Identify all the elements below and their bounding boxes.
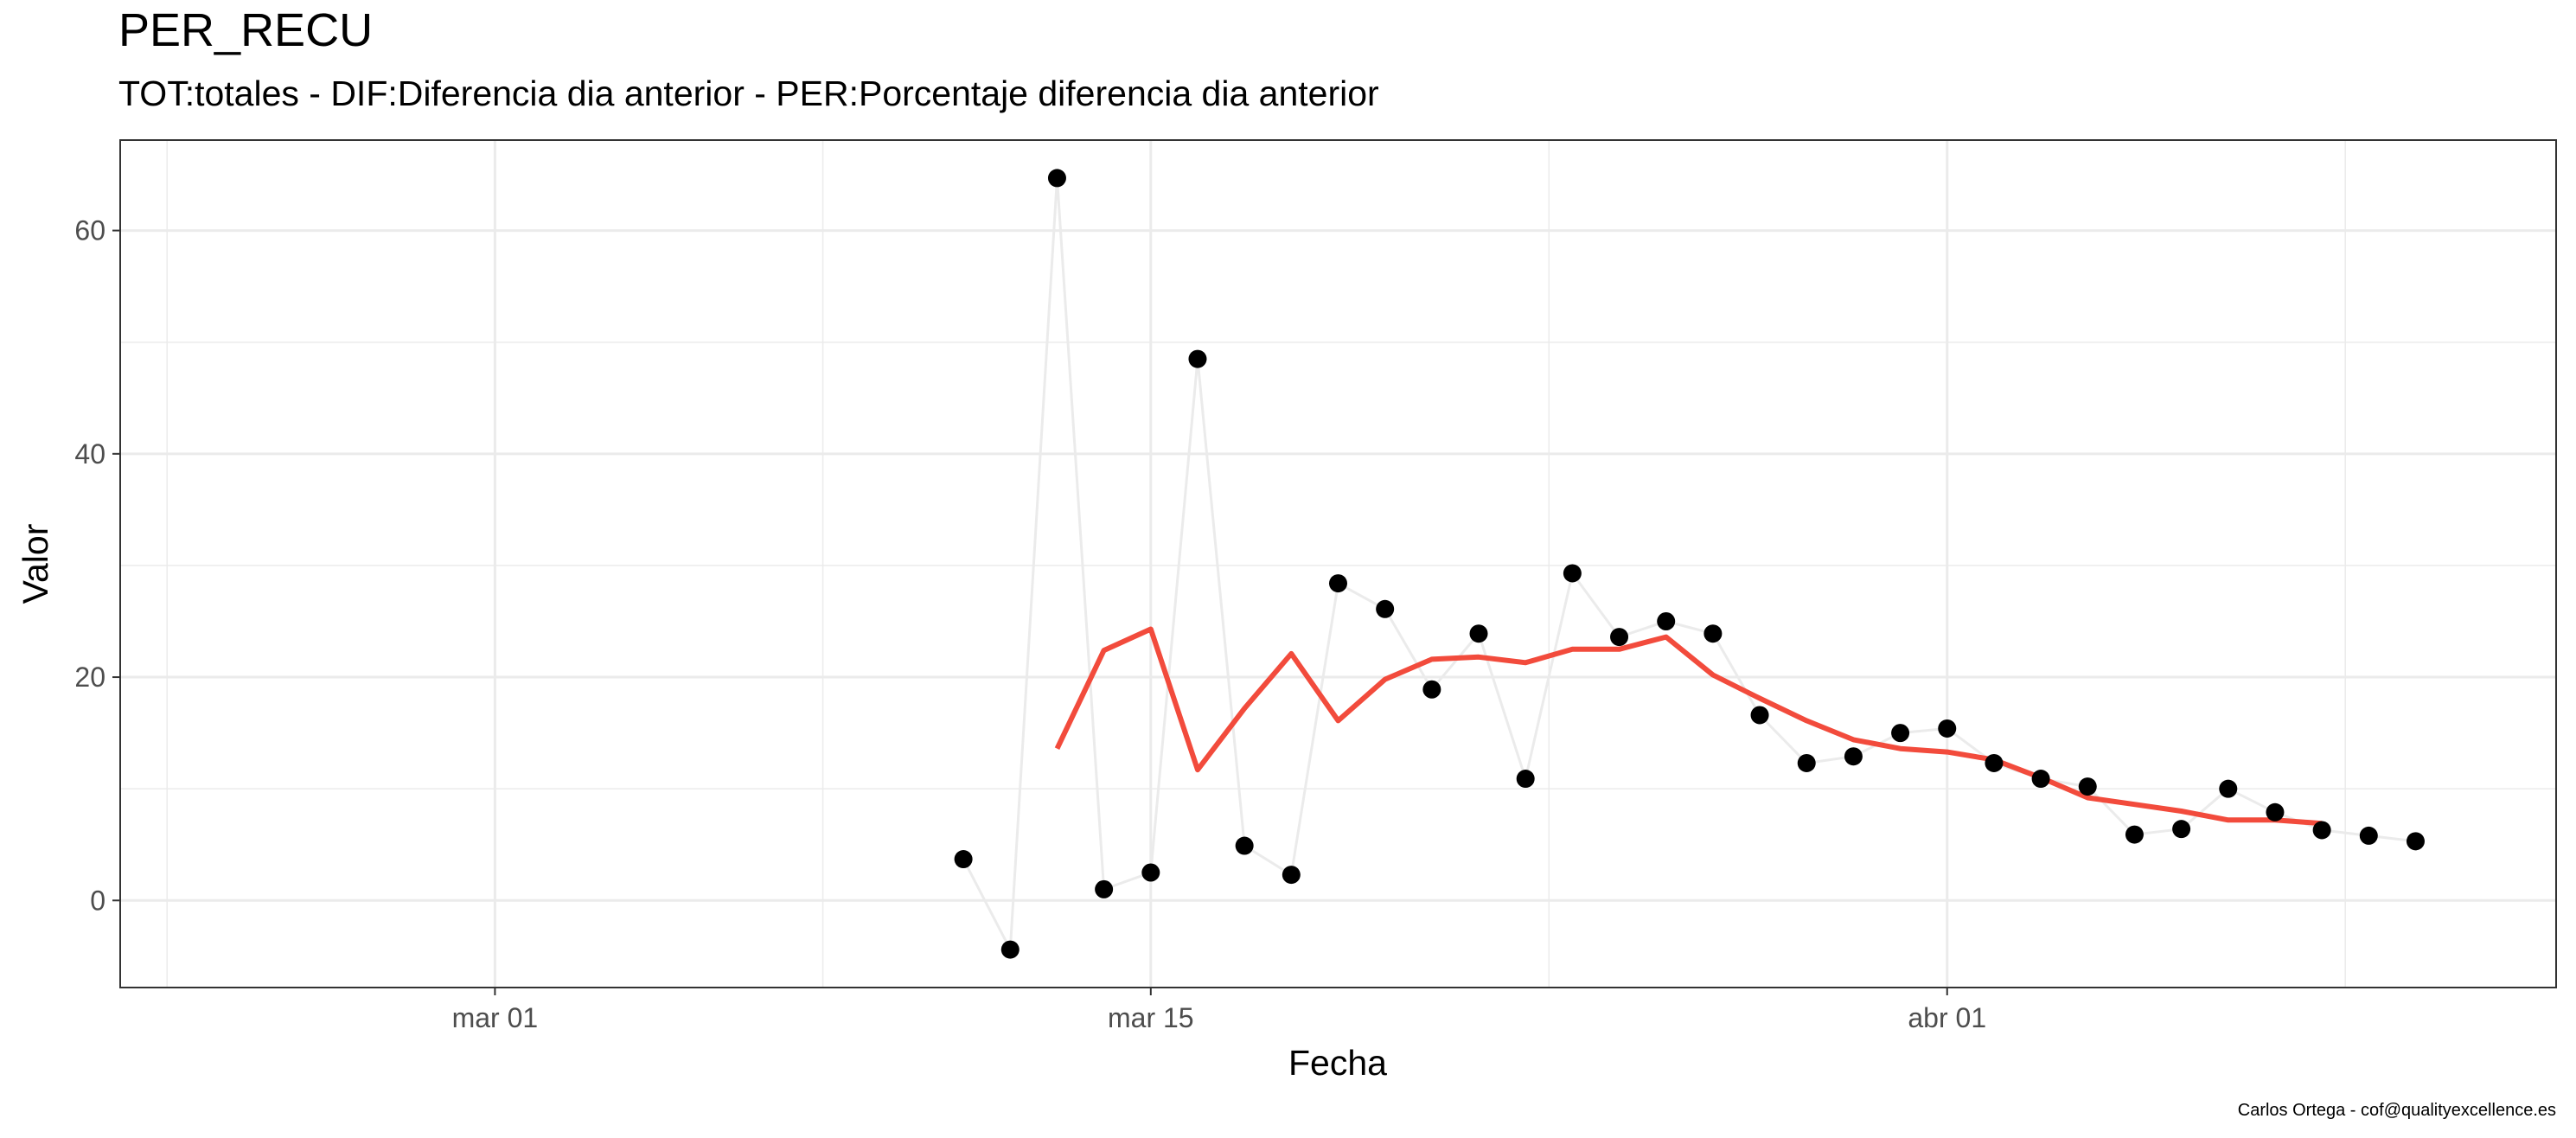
data-point [1047,169,1066,188]
raw-series-line [962,177,2416,955]
y-tick-label: 0 [90,885,105,916]
raw-series-path [962,177,2416,955]
data-point [1891,724,1910,743]
x-axis-title: Fecha [1288,1043,1387,1083]
smoothed-series-path [1054,626,2323,827]
data-point [2172,820,2191,839]
chart-title: PER_RECU [118,4,374,56]
minor-gridlines [120,140,2556,988]
plot-panel-border [119,139,2557,988]
x-tick-label: mar 01 [452,1002,539,1033]
data-points [954,169,2425,959]
y-axis-title: Valor [16,524,55,604]
y-tick-label: 20 [74,662,105,693]
data-point [1469,624,1488,643]
data-point [1563,564,1582,583]
x-tick-label: abr 01 [1908,1002,1986,1033]
data-point [1657,611,1676,630]
major-gridlines [120,140,2556,988]
x-tick-label: mar 15 [1108,1002,1194,1033]
chart-subtitle: TOT:totales - DIF:Diferencia dia anterio… [118,74,1379,113]
data-point [2312,821,2331,840]
data-point [1985,753,2004,772]
y-tick-label: 40 [74,438,105,470]
data-point [2406,832,2425,851]
data-point [1188,349,1207,368]
data-point [1141,863,1160,882]
data-point [1703,624,1723,643]
data-point [2125,825,2144,844]
y-tick-label: 60 [74,215,105,246]
data-point [2219,779,2238,798]
data-point [1095,879,1114,898]
chart-caption: Carlos Ortega - cof@qualityexcellence.es [2237,1101,2556,1120]
data-point [1750,706,1769,725]
data-point [1376,599,1395,618]
data-point [1329,574,1347,593]
data-point [1610,628,1629,647]
data-point [2359,826,2378,845]
data-point [1422,680,1441,699]
data-point [2078,777,2097,796]
data-point [2266,802,2285,822]
data-point [954,850,973,869]
y-axis: 0 20 40 60 [74,215,120,916]
data-point [1516,770,1535,789]
data-point [1235,836,1254,855]
data-point [2031,770,2050,789]
data-point [1938,719,1957,738]
x-axis: mar 01 mar 15 abr 01 [452,988,1986,1033]
data-point [1282,866,1301,885]
data-point [1797,753,1816,772]
smoothed-series-line [1054,626,2323,827]
data-point [1844,747,1863,766]
data-point [1000,940,1020,959]
